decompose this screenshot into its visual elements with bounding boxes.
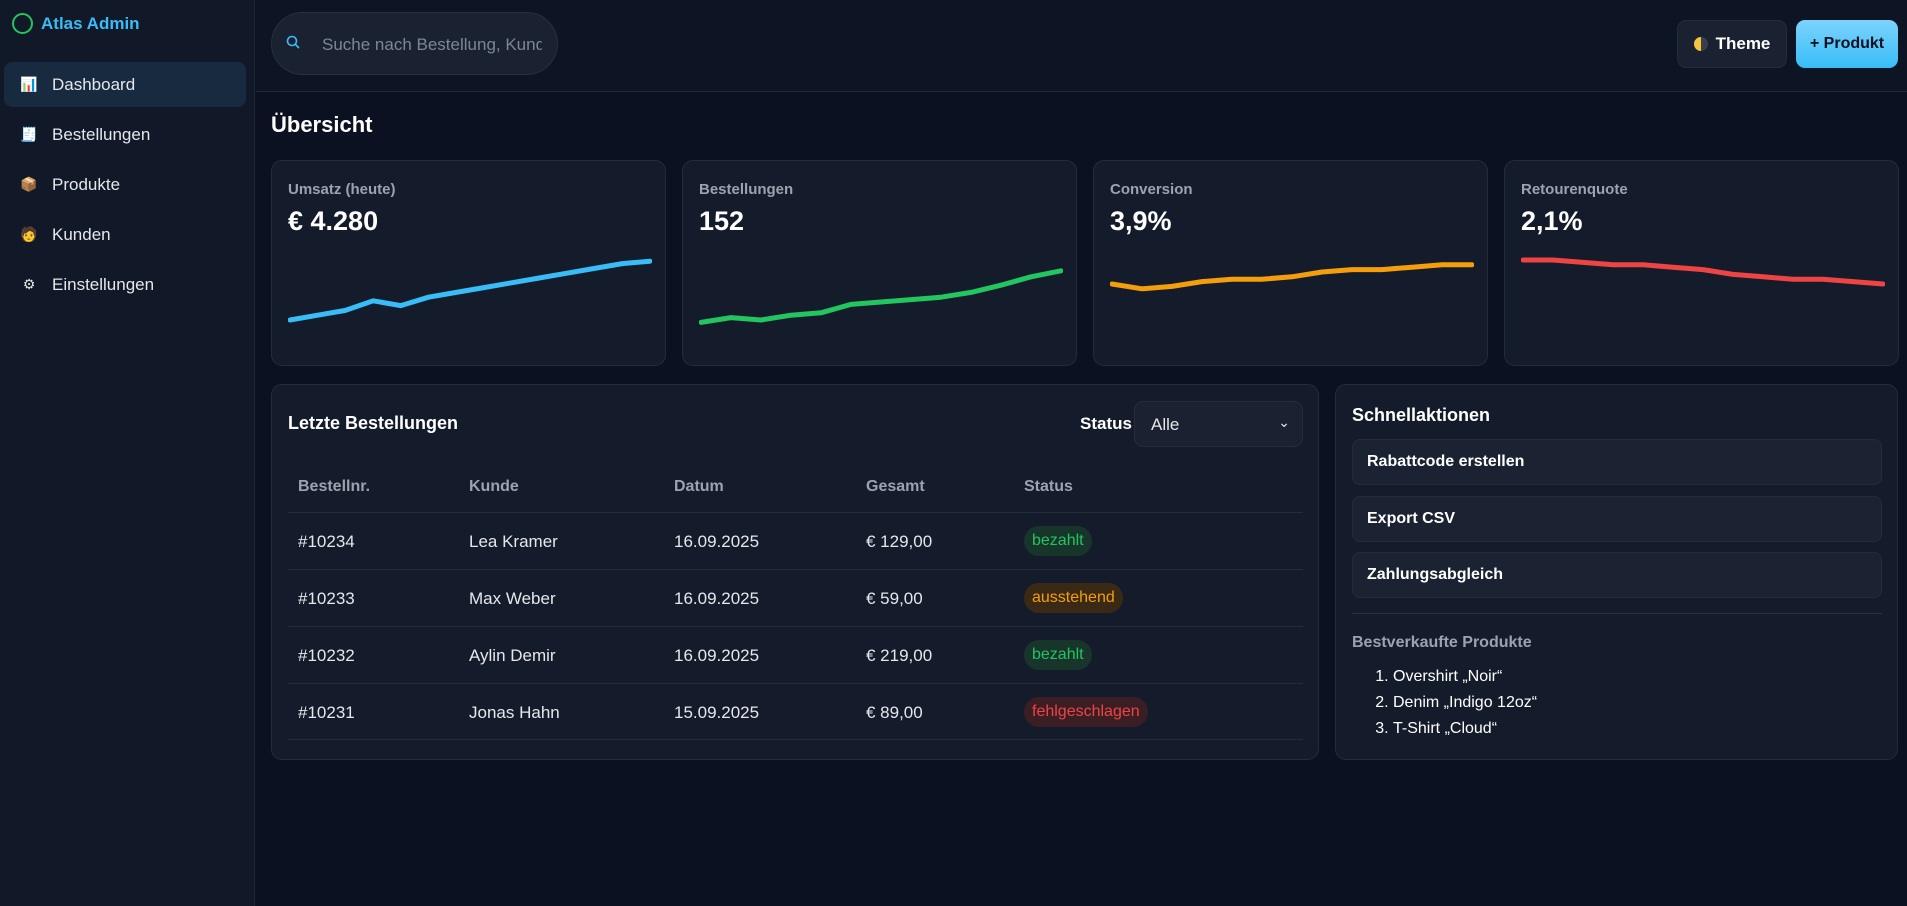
order-total: € 219,00	[866, 646, 933, 665]
order-date: 16.09.2025	[674, 532, 760, 551]
person-icon: 🧑	[20, 226, 38, 242]
kpi-value: 3,9%	[1110, 206, 1172, 236]
sidebar-item-label: Bestellungen	[52, 124, 151, 144]
table-row[interactable]: #10231 Jonas Hahn 15.09.2025 € 89,00 feh…	[288, 683, 1303, 740]
column-header: Status	[1024, 478, 1073, 495]
bestsellers-title: Bestverkaufte Produkte	[1352, 634, 1532, 651]
table-row[interactable]: #10234 Lea Kramer 16.09.2025 € 129,00 be…	[288, 512, 1303, 569]
status-badge: bezahlt	[1024, 640, 1092, 670]
sidebar-item-orders[interactable]: 🧾 Bestellungen	[4, 112, 246, 157]
order-total: € 129,00	[866, 532, 933, 551]
kpi-label: Umsatz (heute)	[288, 181, 396, 198]
sidebar-item-settings[interactable]: ⚙ Einstellungen	[4, 262, 246, 307]
sidebar-item-label: Dashboard	[52, 74, 136, 94]
column-header: Gesamt	[866, 478, 925, 495]
kpi-card-conversion: Conversion 3,9%	[1093, 160, 1488, 366]
gear-icon: ⚙	[22, 276, 36, 292]
status-badge: bezahlt	[1024, 526, 1092, 556]
payment-reconcile-button[interactable]: Zahlungsabgleich	[1352, 552, 1882, 598]
sparkline-revenue	[288, 258, 652, 323]
order-customer: Aylin Demir	[469, 646, 556, 665]
column-header: Datum	[674, 478, 724, 495]
table-row[interactable]: #10232 Aylin Demir 16.09.2025 € 219,00 b…	[288, 626, 1303, 683]
order-customer: Lea Kramer	[469, 532, 558, 551]
kpi-label: Bestellungen	[699, 181, 794, 198]
list-item: T-Shirt „Cloud“	[1393, 716, 1537, 742]
search-box[interactable]	[271, 12, 558, 75]
sidebar-item-customers[interactable]: 🧑 Kunden	[4, 212, 246, 257]
sidebar-nav: 📊 Dashboard 🧾 Bestellungen 📦 Produkte 🧑 …	[4, 62, 246, 312]
moon-icon	[1693, 37, 1708, 51]
kpi-card-revenue: Umsatz (heute) € 4.280	[271, 160, 666, 366]
order-date: 15.09.2025	[674, 703, 760, 722]
status-badge: ausstehend	[1024, 583, 1123, 613]
brand-logo[interactable]: Atlas Admin	[12, 13, 140, 34]
status-filter-select[interactable]: Alle ⌄	[1134, 401, 1303, 447]
add-product-button[interactable]: + Produkt	[1796, 20, 1898, 68]
kpi-value: 2,1%	[1521, 206, 1583, 236]
order-id: #10234	[298, 532, 355, 551]
quick-actions-title: Schnellaktionen	[1352, 405, 1491, 425]
create-discount-button[interactable]: Rabattcode erstellen	[1352, 439, 1882, 485]
kpi-label: Conversion	[1110, 181, 1193, 198]
search-icon	[286, 35, 300, 49]
status-filter-label: Status	[1080, 414, 1132, 433]
sparkline-orders	[699, 268, 1063, 325]
order-date: 16.09.2025	[674, 646, 760, 665]
order-total: € 59,00	[866, 589, 923, 608]
receipt-icon: 🧾	[20, 126, 38, 142]
bestsellers-list: Overshirt „Noir“ Denim „Indigo 12oz“ T-S…	[1393, 664, 1537, 742]
search-input[interactable]	[322, 33, 542, 57]
package-icon: 📦	[20, 176, 38, 192]
kpi-value: € 4.280	[288, 206, 379, 236]
status-filter-value: Alle	[1151, 415, 1180, 434]
order-customer: Jonas Hahn	[469, 703, 560, 722]
sidebar-item-label: Produkte	[52, 174, 121, 194]
column-header: Kunde	[469, 478, 519, 495]
brand-name: Atlas Admin	[41, 13, 140, 33]
kpi-card-returns: Retourenquote 2,1%	[1504, 160, 1899, 366]
table-row[interactable]: #10233 Max Weber 16.09.2025 € 59,00 auss…	[288, 569, 1303, 626]
orders-title: Letzte Bestellungen	[288, 413, 459, 433]
export-csv-button[interactable]: Export CSV	[1352, 496, 1882, 542]
order-customer: Max Weber	[469, 589, 556, 608]
order-total: € 89,00	[866, 703, 923, 722]
sidebar: Atlas Admin 📊 Dashboard 🧾 Bestellungen 📦…	[0, 0, 255, 906]
column-header: Bestellnr.	[298, 478, 371, 495]
status-badge: fehlgeschlagen	[1024, 697, 1148, 727]
list-item: Denim „Indigo 12oz“	[1393, 690, 1537, 716]
quick-actions-card: Schnellaktionen Rabattcode erstellen Exp…	[1335, 384, 1898, 760]
chart-icon: 📊	[20, 76, 38, 92]
order-id: #10232	[298, 646, 355, 665]
topbar: Theme + Produkt	[256, 0, 1907, 92]
sidebar-item-label: Kunden	[52, 224, 111, 244]
recent-orders-card: Letzte Bestellungen Status Alle ⌄ Bestel…	[271, 384, 1319, 760]
chevron-down-icon: ⌄	[1278, 414, 1290, 430]
sidebar-item-dashboard[interactable]: 📊 Dashboard	[4, 62, 246, 107]
list-item: Overshirt „Noir“	[1393, 664, 1537, 690]
sparkline-conversion	[1110, 262, 1474, 292]
kpi-value: 152	[699, 206, 745, 236]
theme-button[interactable]: Theme	[1677, 20, 1787, 68]
sparkline-series	[1110, 262, 1474, 292]
logo-ring-icon	[12, 13, 33, 34]
kpi-card-orders: Bestellungen 152	[682, 160, 1077, 366]
sparkline-series	[1521, 257, 1885, 287]
divider	[1352, 613, 1882, 614]
kpi-label: Retourenquote	[1521, 181, 1628, 198]
sparkline-series	[699, 268, 1063, 325]
theme-button-label: Theme	[1715, 34, 1771, 53]
sidebar-item-products[interactable]: 📦 Produkte	[4, 162, 246, 207]
order-id: #10233	[298, 589, 355, 608]
sparkline-returns	[1521, 257, 1885, 287]
order-date: 16.09.2025	[674, 589, 760, 608]
page-title: Übersicht	[271, 112, 373, 137]
order-id: #10231	[298, 703, 355, 722]
sidebar-item-label: Einstellungen	[52, 274, 155, 294]
sparkline-series	[288, 258, 652, 323]
